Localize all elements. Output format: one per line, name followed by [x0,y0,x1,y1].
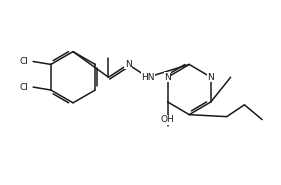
Text: N: N [164,73,171,82]
Text: Cl: Cl [20,83,29,92]
Text: N: N [208,73,214,82]
Text: HN: HN [141,73,155,82]
Text: OH: OH [161,115,175,124]
Text: N: N [125,60,132,69]
Text: Cl: Cl [20,57,29,66]
